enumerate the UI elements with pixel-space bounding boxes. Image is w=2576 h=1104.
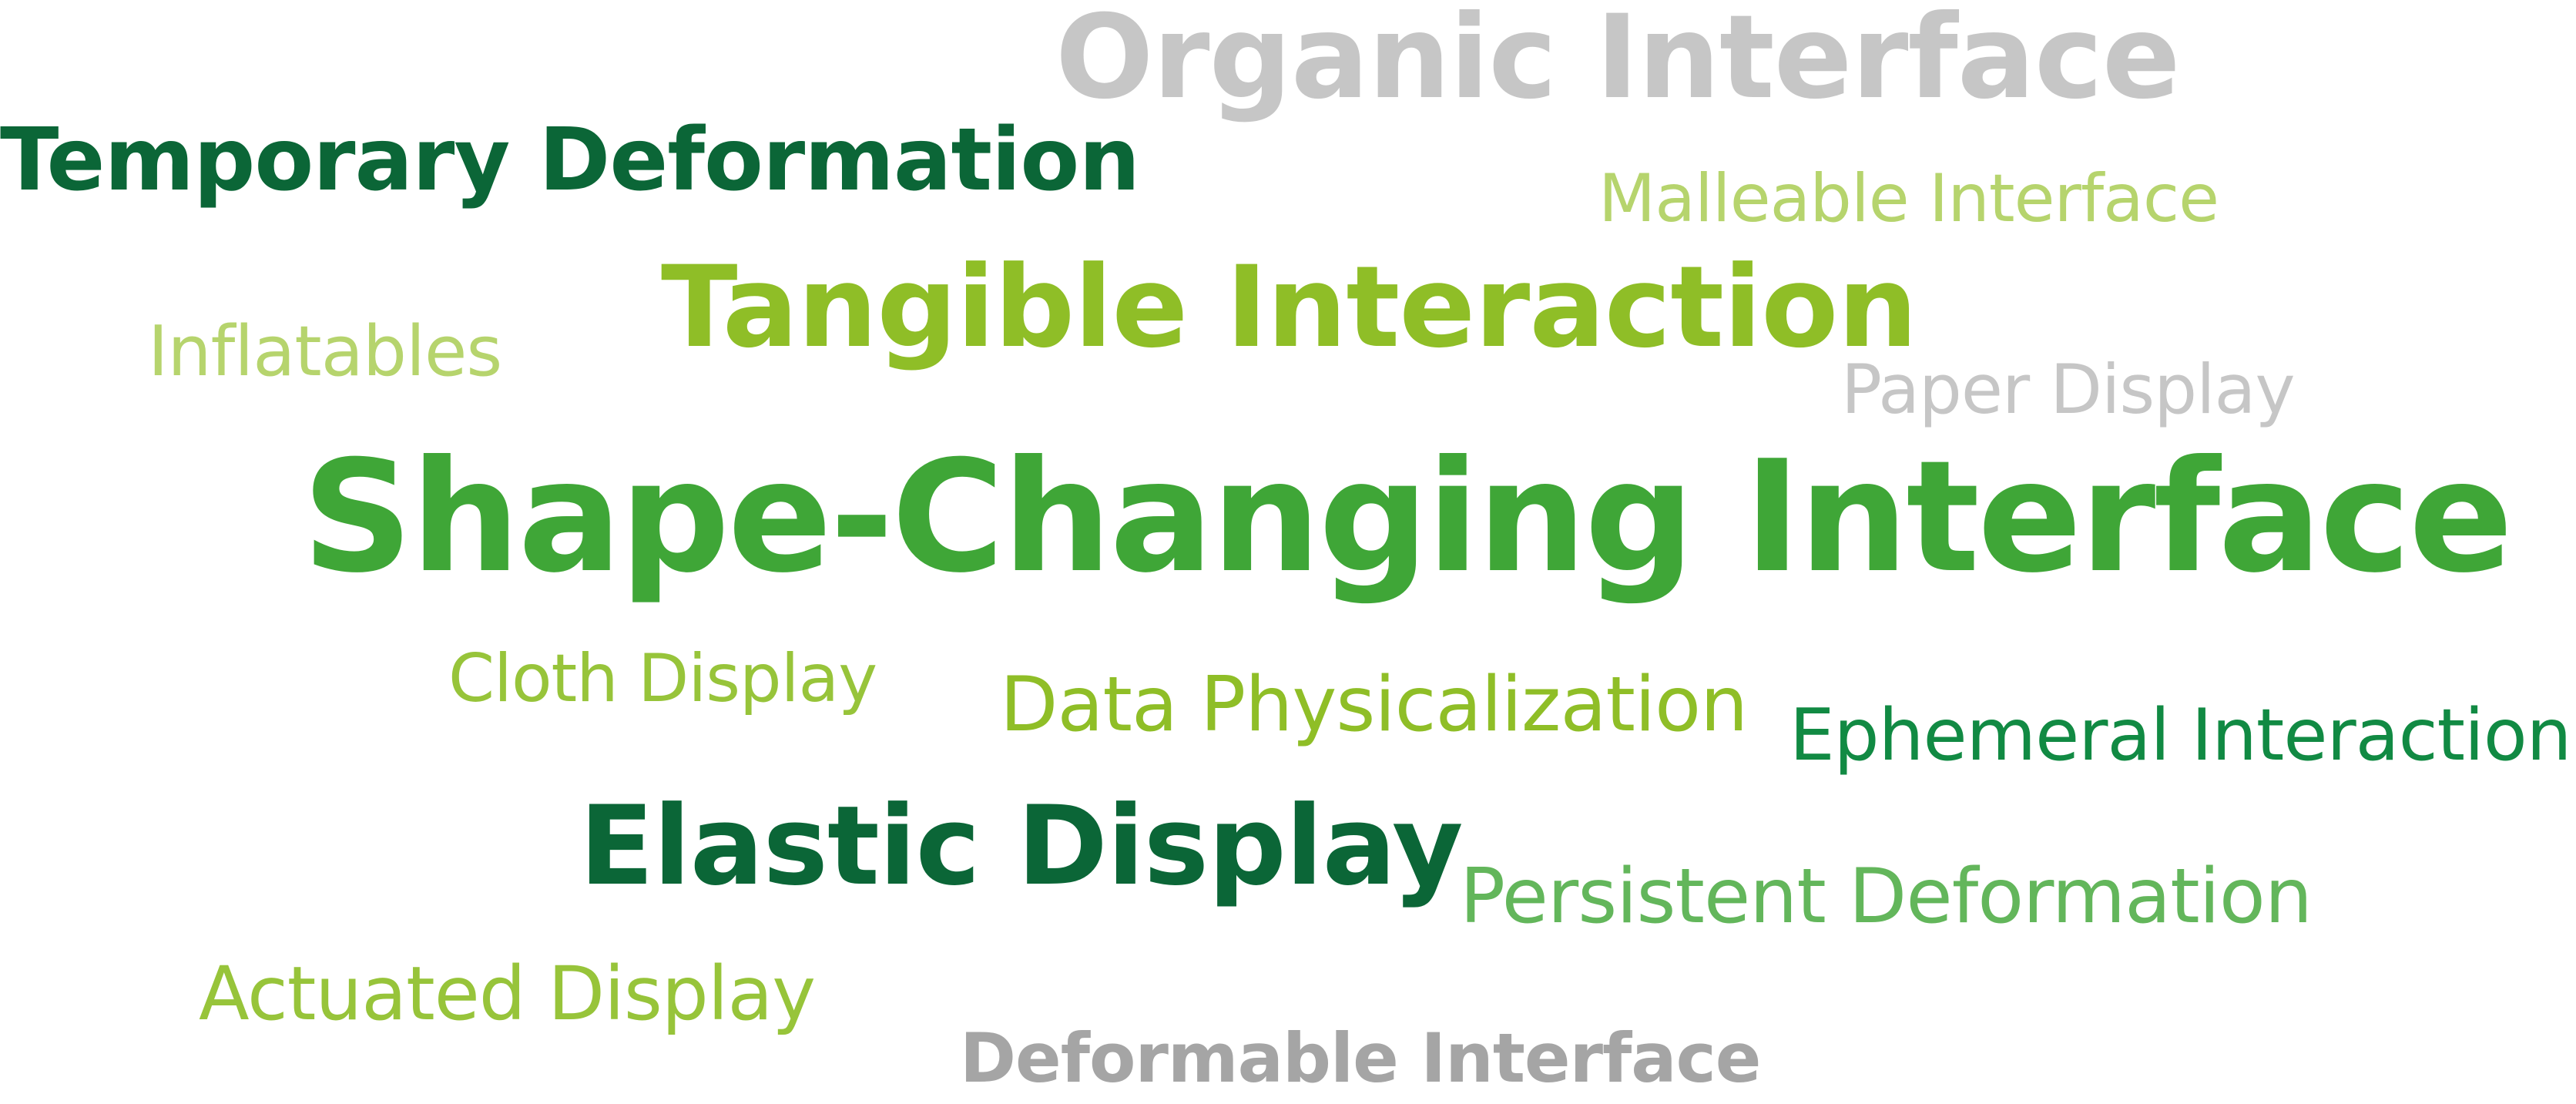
word-actuated-display: Actuated Display [199, 951, 816, 1037]
word-malleable-interface: Malleable Interface [1598, 160, 2219, 237]
word-persistent-deformation: Persistent Deformation [1460, 853, 2313, 941]
word-data-physicalization: Data Physicalization [1000, 661, 1748, 749]
word-organic-interface: Organic Interface [1055, 0, 2181, 125]
word-temporary-deformation: Temporary Deformation [0, 110, 1140, 210]
word-cloth-display: Cloth Display [448, 640, 877, 717]
word-inflatables: Inflatables [148, 311, 502, 392]
word-ephemeral-interaction: Ephemeral Interaction [1789, 693, 2572, 777]
word-deformable-interface: Deformable Interface [960, 1018, 1761, 1098]
word-paper-display: Paper Display [1841, 350, 2296, 429]
word-shape-changing-interface: Shape-Changing Interface [302, 428, 2513, 607]
word-tangible-interaction: Tangible Interaction [661, 242, 1917, 373]
word-elastic-display: Elastic Display [579, 783, 1464, 910]
